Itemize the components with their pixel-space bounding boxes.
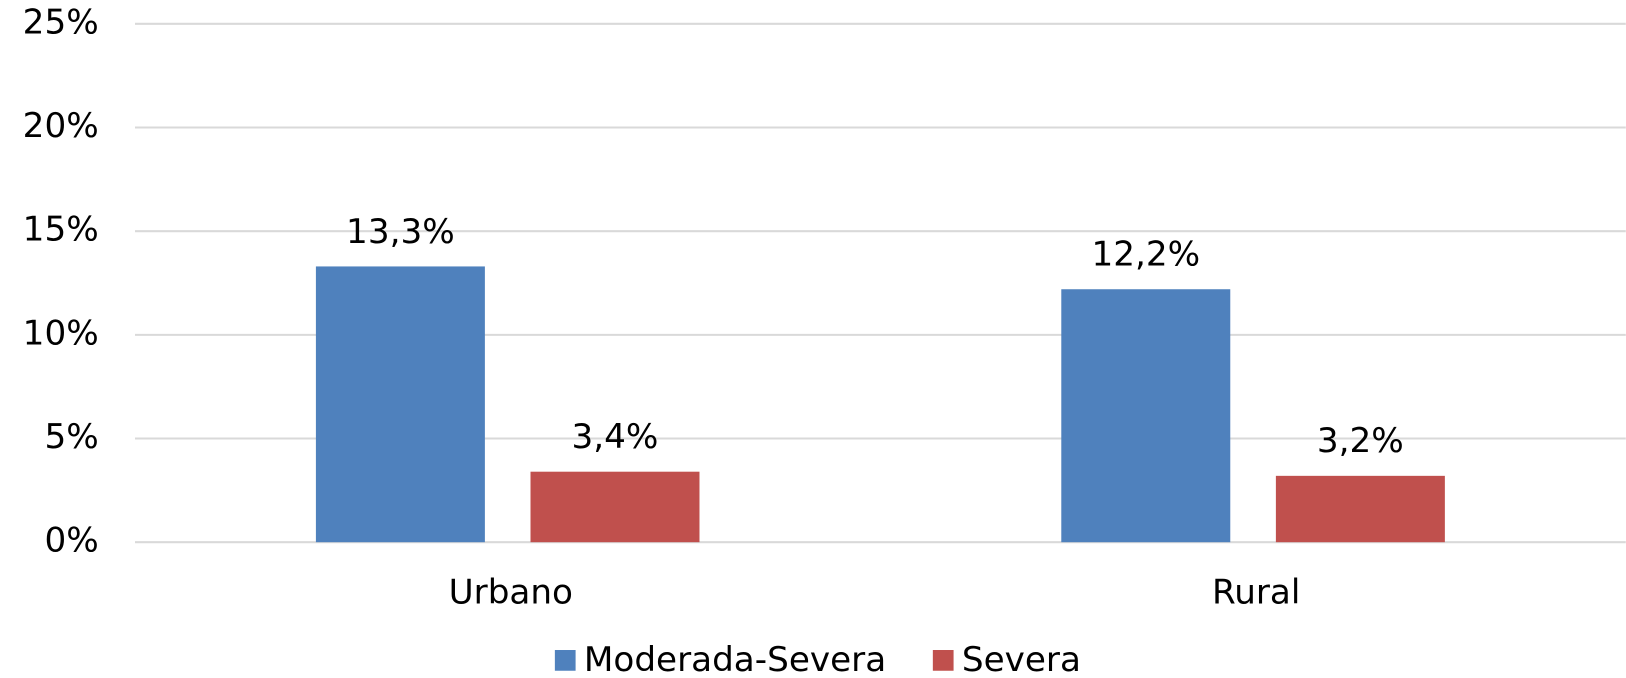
data-label: 12,2% — [1091, 235, 1200, 275]
bar — [1061, 289, 1231, 543]
y-tick-label: 10% — [23, 313, 99, 353]
bar — [1275, 475, 1445, 543]
legend-label: Moderada-Severa — [584, 640, 886, 678]
data-label: 3,4% — [572, 417, 659, 457]
y-tick-label: 25% — [23, 2, 99, 42]
data-label: 13,3% — [346, 212, 455, 252]
y-tick-label: 5% — [44, 417, 98, 457]
legend-label: Severa — [962, 640, 1081, 678]
data-label: 3,2% — [1317, 421, 1404, 461]
y-tick-label: 15% — [23, 210, 99, 250]
x-tick-label: Urbano — [449, 573, 573, 613]
legend-swatch — [554, 650, 576, 671]
y-tick-label: 0% — [44, 521, 98, 561]
y-tick-label: 20% — [23, 106, 99, 146]
bar — [315, 266, 485, 543]
legend-swatch — [932, 650, 954, 671]
x-tick-label: Rural — [1212, 573, 1300, 613]
bar — [530, 471, 700, 543]
